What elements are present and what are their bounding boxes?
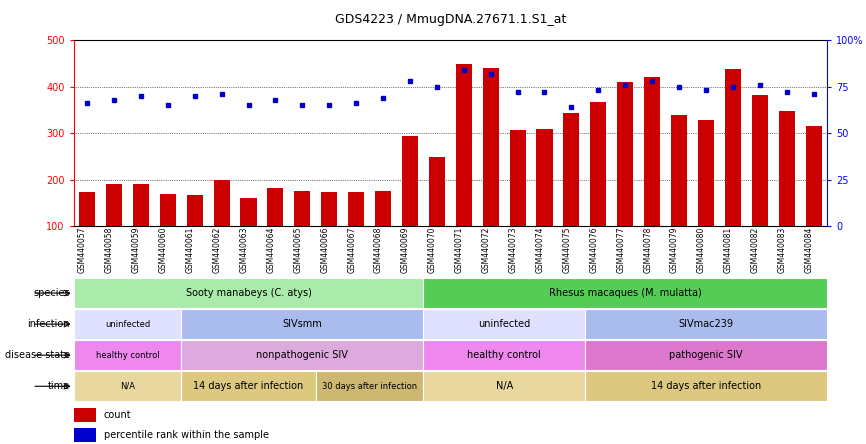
- Text: SIVmac239: SIVmac239: [678, 319, 734, 329]
- Bar: [617, 82, 633, 226]
- Bar: [74, 408, 96, 422]
- Bar: [644, 77, 660, 226]
- Text: GSM440073: GSM440073: [508, 226, 518, 273]
- Bar: [805, 126, 822, 226]
- Bar: [779, 111, 795, 226]
- Bar: [181, 309, 423, 339]
- Bar: [214, 180, 229, 226]
- Bar: [74, 371, 181, 401]
- Text: GSM440079: GSM440079: [670, 226, 679, 273]
- Text: count: count: [104, 410, 132, 420]
- Bar: [74, 278, 423, 308]
- Text: GSM440057: GSM440057: [78, 226, 87, 273]
- Text: GSM440072: GSM440072: [481, 226, 491, 273]
- Text: time: time: [48, 381, 70, 391]
- Text: GSM440081: GSM440081: [724, 226, 733, 273]
- Bar: [106, 183, 122, 226]
- Text: GSM440077: GSM440077: [617, 226, 625, 273]
- Bar: [79, 192, 95, 226]
- Text: N/A: N/A: [495, 381, 513, 391]
- Text: GSM440071: GSM440071: [455, 226, 464, 273]
- Bar: [423, 340, 585, 370]
- Text: nonpathogenic SIV: nonpathogenic SIV: [256, 350, 348, 360]
- Text: species: species: [33, 288, 70, 298]
- Bar: [725, 69, 741, 226]
- Bar: [74, 340, 181, 370]
- Bar: [585, 309, 827, 339]
- Bar: [591, 102, 606, 226]
- Bar: [585, 340, 827, 370]
- Bar: [423, 371, 585, 401]
- Bar: [74, 428, 96, 442]
- Bar: [159, 194, 176, 226]
- Bar: [268, 188, 283, 226]
- Bar: [294, 191, 310, 226]
- Bar: [321, 192, 337, 226]
- Text: uninfected: uninfected: [478, 319, 530, 329]
- Text: GSM440074: GSM440074: [535, 226, 545, 273]
- Text: GSM440063: GSM440063: [240, 226, 249, 273]
- Bar: [671, 115, 687, 226]
- Text: GSM440066: GSM440066: [320, 226, 329, 273]
- Text: uninfected: uninfected: [105, 320, 150, 329]
- Text: SIVsmm: SIVsmm: [282, 319, 322, 329]
- Text: GSM440062: GSM440062: [213, 226, 222, 273]
- Bar: [348, 192, 365, 226]
- Bar: [375, 191, 391, 226]
- Text: GSM440061: GSM440061: [185, 226, 195, 273]
- Text: GDS4223 / MmugDNA.27671.1.S1_at: GDS4223 / MmugDNA.27671.1.S1_at: [334, 13, 566, 26]
- Bar: [181, 371, 316, 401]
- Text: GSM440064: GSM440064: [267, 226, 275, 273]
- Text: GSM440084: GSM440084: [805, 226, 813, 273]
- Bar: [181, 340, 423, 370]
- Text: GSM440075: GSM440075: [562, 226, 572, 273]
- Text: GSM440078: GSM440078: [643, 226, 652, 273]
- Bar: [536, 129, 553, 226]
- Bar: [752, 95, 768, 226]
- Text: Rhesus macaques (M. mulatta): Rhesus macaques (M. mulatta): [549, 288, 701, 298]
- Text: disease state: disease state: [4, 350, 70, 360]
- Text: GSM440082: GSM440082: [751, 226, 759, 273]
- Text: healthy control: healthy control: [468, 350, 541, 360]
- Text: GSM440069: GSM440069: [401, 226, 410, 273]
- Text: GSM440070: GSM440070: [428, 226, 436, 273]
- Text: pathogenic SIV: pathogenic SIV: [669, 350, 743, 360]
- Bar: [585, 371, 827, 401]
- Text: Sooty manabeys (C. atys): Sooty manabeys (C. atys): [185, 288, 312, 298]
- Text: GSM440068: GSM440068: [374, 226, 383, 273]
- Bar: [316, 371, 423, 401]
- Bar: [132, 185, 149, 226]
- Text: GSM440059: GSM440059: [132, 226, 141, 273]
- Text: 30 days after infection: 30 days after infection: [322, 382, 417, 391]
- Bar: [456, 64, 472, 226]
- Text: GSM440065: GSM440065: [294, 226, 302, 273]
- Text: 14 days after infection: 14 days after infection: [193, 381, 304, 391]
- Bar: [187, 195, 203, 226]
- Text: 14 days after infection: 14 days after infection: [651, 381, 761, 391]
- Text: GSM440083: GSM440083: [778, 226, 786, 273]
- Bar: [509, 130, 526, 226]
- Bar: [423, 309, 585, 339]
- Text: GSM440060: GSM440060: [158, 226, 168, 273]
- Text: infection: infection: [28, 319, 70, 329]
- Bar: [74, 309, 181, 339]
- Bar: [482, 68, 499, 226]
- Bar: [698, 120, 714, 226]
- Text: N/A: N/A: [120, 382, 135, 391]
- Text: percentile rank within the sample: percentile rank within the sample: [104, 430, 268, 440]
- Bar: [423, 278, 827, 308]
- Text: GSM440058: GSM440058: [105, 226, 114, 273]
- Bar: [402, 136, 418, 226]
- Bar: [429, 157, 445, 226]
- Text: GSM440080: GSM440080: [697, 226, 706, 273]
- Text: GSM440067: GSM440067: [347, 226, 356, 273]
- Bar: [241, 198, 256, 226]
- Text: GSM440076: GSM440076: [590, 226, 598, 273]
- Text: healthy control: healthy control: [95, 351, 159, 360]
- Bar: [563, 113, 579, 226]
